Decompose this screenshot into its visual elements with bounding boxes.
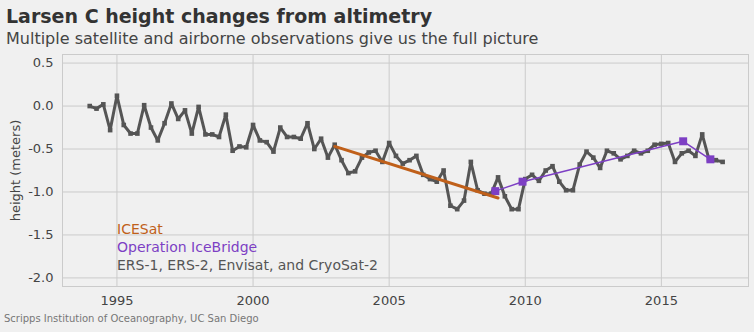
svg-text:-1.5: -1.5: [28, 227, 53, 242]
html-text:Scripps Institution of Oceanog: Scripps Institution of Oceanography, UC …: [4, 313, 259, 324]
svg-text:2005: 2005: [373, 293, 406, 308]
html-text:Larsen C height changes from a: Larsen C height changes from altimetry: [6, 5, 432, 27]
svg-text:-2.0: -2.0: [28, 270, 53, 285]
html-text:ERS-1, ERS-2, Envisat, and Cry: ERS-1, ERS-2, Envisat, and CryoSat-2: [117, 257, 378, 273]
html-text:Operation IceBridge: Operation IceBridge: [117, 239, 258, 255]
svg-text:2010: 2010: [509, 293, 542, 308]
svg-text:0.0: 0.0: [33, 98, 54, 113]
html-text:ICESat: ICESat: [117, 221, 163, 237]
svg-text:0.5: 0.5: [33, 55, 54, 70]
svg-text:-1.0: -1.0: [28, 184, 53, 199]
svg-text:height (meters): height (meters): [8, 120, 23, 222]
svg-text:1995: 1995: [100, 293, 133, 308]
svg-text:2015: 2015: [645, 293, 678, 308]
svg-text:2000: 2000: [237, 293, 270, 308]
svg-text:-0.5: -0.5: [28, 141, 53, 156]
html-text:Multiple satellite and airborn: Multiple satellite and airborne observat…: [6, 29, 539, 48]
